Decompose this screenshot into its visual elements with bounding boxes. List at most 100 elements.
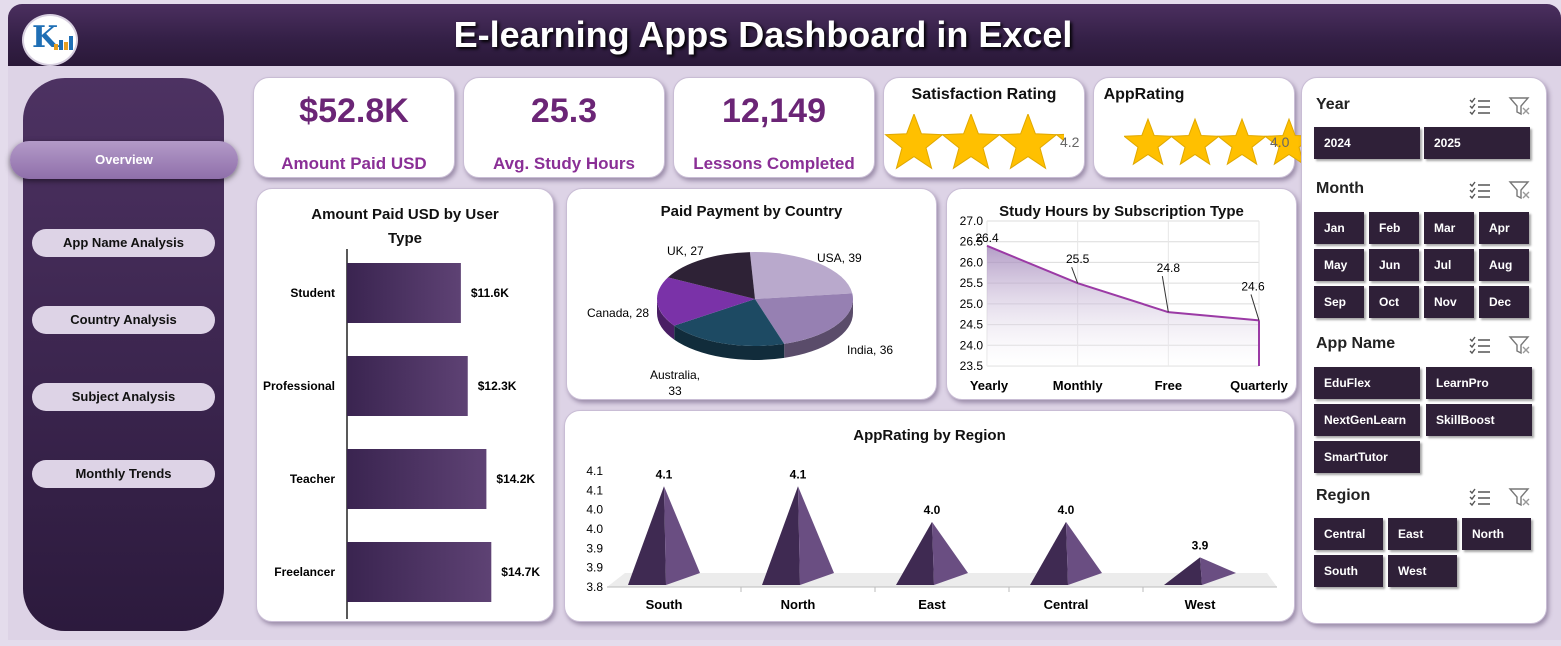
y-tick-label: 3.9 bbox=[586, 541, 603, 555]
pyramid-face-right bbox=[1200, 557, 1236, 585]
pie-slice bbox=[667, 252, 755, 299]
pie-data-label: 33 bbox=[668, 384, 682, 398]
x-tick-label: North bbox=[781, 597, 816, 612]
slicer-item-apr[interactable]: Apr bbox=[1479, 212, 1529, 244]
pyramid-face-left bbox=[762, 486, 800, 585]
data-label: 24.8 bbox=[1157, 261, 1181, 275]
star-icon bbox=[884, 114, 944, 170]
multi-select-icon[interactable] bbox=[1468, 96, 1492, 116]
pyramid-face-right bbox=[932, 521, 968, 585]
x-tick-label: Quarterly bbox=[1230, 378, 1289, 393]
nav-monthly-trends-button[interactable]: Monthly Trends bbox=[32, 460, 215, 488]
slicer-item-north[interactable]: North bbox=[1462, 518, 1531, 550]
nav-app-name-analysis-button[interactable]: App Name Analysis bbox=[32, 229, 215, 257]
slicer-item-skillboost[interactable]: SkillBoost bbox=[1426, 404, 1532, 436]
pie-data-label: Australia, bbox=[650, 368, 700, 382]
slicer-item-nextgenlearn[interactable]: NextGenLearn bbox=[1314, 404, 1420, 436]
y-tick-label: 4.0 bbox=[586, 522, 603, 536]
category-label: Teacher bbox=[290, 472, 335, 486]
slicer-title-app-name: App Name bbox=[1316, 335, 1396, 352]
slicer-item-learnpro[interactable]: LearnPro bbox=[1426, 367, 1532, 399]
pyramid-face-right bbox=[798, 486, 834, 585]
company-logo: K bbox=[22, 14, 78, 66]
pie-data-label: UK, 27 bbox=[667, 244, 704, 258]
category-label: Student bbox=[290, 286, 335, 300]
chart-title: AppRating by Region bbox=[853, 427, 1006, 444]
kpi-label: Amount Paid USD bbox=[281, 154, 427, 173]
bar bbox=[347, 356, 468, 416]
slicer-item-west[interactable]: West bbox=[1388, 555, 1457, 587]
clear-filter-icon[interactable] bbox=[1508, 487, 1532, 507]
slicer-item-jan[interactable]: Jan bbox=[1314, 212, 1364, 244]
area-fill bbox=[987, 245, 1259, 366]
slicer-item-aug[interactable]: Aug bbox=[1479, 249, 1529, 281]
clear-filter-icon[interactable] bbox=[1508, 180, 1532, 200]
slicer-item-2025[interactable]: 2025 bbox=[1424, 127, 1530, 159]
star-rating bbox=[884, 114, 1064, 170]
data-label: 4.1 bbox=[656, 467, 673, 481]
nav-overview-button[interactable]: Overview bbox=[10, 141, 238, 179]
dashboard-header: K E-learning Apps Dashboard in Excel bbox=[8, 4, 1561, 66]
y-tick-label: 4.1 bbox=[586, 483, 603, 497]
nav-subject-analysis-button[interactable]: Subject Analysis bbox=[32, 383, 215, 411]
slicer-title-region: Region bbox=[1316, 487, 1371, 504]
data-label: $11.6K bbox=[471, 286, 509, 300]
slicer-item-nov[interactable]: Nov bbox=[1424, 286, 1474, 318]
pie-slice bbox=[755, 293, 853, 344]
slicer-item-jul[interactable]: Jul bbox=[1424, 249, 1474, 281]
slicer-item-mar[interactable]: Mar bbox=[1424, 212, 1474, 244]
pyramid-chart-svg: 4.1 4.1 4.0 4.0 3.9 3.9 3.8 4.1 South 4.1 North 4.0… bbox=[586, 464, 1277, 612]
slicer-item-2024[interactable]: 2024 bbox=[1314, 127, 1420, 159]
bar bbox=[347, 449, 487, 509]
x-tick-label: Central bbox=[1044, 597, 1089, 612]
pyramid-face-left bbox=[628, 486, 666, 585]
chart-study-hours-by-subscription: Study Hours by Subscription Type 27.0 26.… bbox=[946, 188, 1297, 400]
y-tick-label: 25.0 bbox=[960, 297, 984, 311]
slicer-item-may[interactable]: May bbox=[1314, 249, 1364, 281]
nav-country-analysis-button[interactable]: Country Analysis bbox=[32, 306, 215, 334]
y-tick-label: 24.5 bbox=[960, 318, 984, 332]
y-tick-label: 23.5 bbox=[960, 359, 984, 373]
chart-amount-by-user-type: Amount Paid USD by User Type Student $11.… bbox=[256, 188, 554, 622]
chart-apprating-by-region: AppRating by Region 4.1 4.1 4.0 4.0 3.9 3.9 3.… bbox=[564, 410, 1295, 622]
slicer-item-east[interactable]: East bbox=[1388, 518, 1457, 550]
star-rating bbox=[1124, 117, 1304, 166]
y-tick-label: 24.0 bbox=[960, 338, 984, 352]
multi-select-icon[interactable] bbox=[1468, 335, 1492, 355]
pie-slice-side bbox=[674, 325, 785, 360]
slicer-title-month: Month bbox=[1316, 180, 1364, 197]
kpi-label: Avg. Study Hours bbox=[493, 154, 635, 173]
data-label: 4.0 bbox=[1058, 503, 1075, 517]
x-tick-label: Yearly bbox=[970, 378, 1009, 393]
slicer-item-sep[interactable]: Sep bbox=[1314, 286, 1364, 318]
y-tick-label: 4.0 bbox=[586, 503, 603, 517]
pie-slice-side bbox=[657, 299, 675, 340]
pyramid-face-left bbox=[896, 521, 934, 585]
kpi-label: Lessons Completed bbox=[693, 154, 855, 173]
chart-title: Paid Payment by Country bbox=[660, 203, 843, 220]
rating-card-app: AppRating 4.0 bbox=[1093, 77, 1304, 178]
chart-title: Amount Paid USD by User Type bbox=[311, 206, 499, 247]
slicer-panel: Year 2024 2025 Month Jan Feb Mar Apr May Jun Jul Au… bbox=[1301, 77, 1547, 624]
data-label: $14.2K bbox=[496, 472, 535, 486]
label-leader bbox=[1071, 266, 1079, 284]
bar bbox=[347, 263, 461, 323]
x-tick-label: East bbox=[918, 597, 946, 612]
slicer-item-central[interactable]: Central bbox=[1314, 518, 1383, 550]
multi-select-icon[interactable] bbox=[1468, 487, 1492, 507]
slicer-item-dec[interactable]: Dec bbox=[1479, 286, 1529, 318]
slicer-item-eduflex[interactable]: EduFlex bbox=[1314, 367, 1420, 399]
bar-chart-svg: Student $11.6K Professional $12.3K Teacher $1… bbox=[263, 249, 540, 619]
slicer-item-feb[interactable]: Feb bbox=[1369, 212, 1419, 244]
bar bbox=[347, 542, 492, 602]
pyramid-face-right bbox=[1066, 521, 1102, 585]
slicer-item-jun[interactable]: Jun bbox=[1369, 249, 1419, 281]
slicer-item-south[interactable]: South bbox=[1314, 555, 1383, 587]
area-chart-svg: 27.0 26.5 26.0 25.5 25.0 24.5 24.0 23.5 26.4 Year… bbox=[960, 214, 1289, 393]
clear-filter-icon[interactable] bbox=[1508, 335, 1532, 355]
multi-select-icon[interactable] bbox=[1468, 180, 1492, 200]
slicer-item-smarttutor[interactable]: SmartTutor bbox=[1314, 441, 1420, 473]
clear-filter-icon[interactable] bbox=[1508, 96, 1532, 116]
y-tick-label: 4.1 bbox=[586, 464, 603, 478]
slicer-item-oct[interactable]: Oct bbox=[1369, 286, 1419, 318]
